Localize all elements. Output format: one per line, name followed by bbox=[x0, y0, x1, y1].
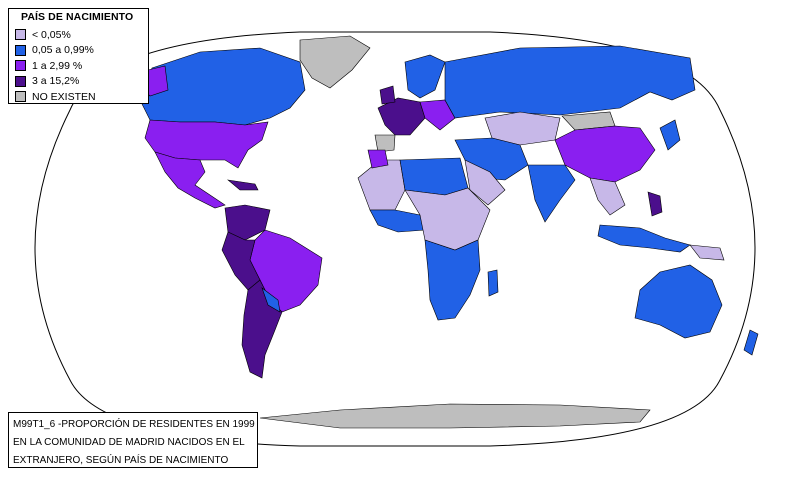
legend-swatch bbox=[15, 91, 26, 103]
legend-item: 1 a 2,99 % bbox=[15, 58, 148, 74]
map-caption: M99T1_6 -PROPORCIÓN DE RESIDENTES EN 199… bbox=[8, 412, 258, 468]
legend-label: NO EXISTEN bbox=[32, 90, 96, 103]
region-russia bbox=[444, 45, 696, 119]
region-madagascar bbox=[487, 269, 499, 297]
region-western-europe bbox=[377, 97, 426, 136]
legend-swatch bbox=[15, 60, 26, 72]
map-legend: PAÍS DE NACIMIENTO < 0,05% 0,05 a 0,99% … bbox=[8, 8, 149, 104]
region-japan-korea bbox=[659, 119, 681, 151]
legend-item: 0,05 a 0,99% bbox=[15, 43, 148, 59]
region-eastern-europe bbox=[419, 99, 456, 131]
legend-item: 3 a 15,2% bbox=[15, 74, 148, 90]
region-uruguay-paraguay bbox=[261, 287, 281, 313]
region-southeast-asia bbox=[589, 177, 626, 216]
caption-line: M99T1_6 -PROPORCIÓN DE RESIDENTES EN 199… bbox=[13, 419, 255, 430]
legend-swatch bbox=[15, 44, 26, 56]
region-greenland bbox=[299, 35, 371, 89]
region-antarctica bbox=[259, 403, 651, 429]
legend-label: 1 a 2,99 % bbox=[32, 59, 83, 72]
region-philippines bbox=[647, 191, 663, 217]
region-new-zealand bbox=[743, 329, 759, 356]
region-caribbean bbox=[226, 179, 259, 191]
legend-label: < 0,05% bbox=[32, 28, 71, 41]
caption-line: EXTRANJERO, SEGÚN PAÍS DE NACIMIENTO bbox=[13, 455, 229, 466]
region-north-africa-east bbox=[399, 157, 469, 196]
region-spain bbox=[374, 134, 396, 153]
region-southern-africa bbox=[424, 239, 481, 321]
region-china bbox=[554, 125, 656, 183]
region-indonesia bbox=[597, 224, 691, 253]
legend-item: < 0,05% bbox=[15, 27, 148, 43]
legend-label: 0,05 a 0,99% bbox=[32, 44, 94, 57]
region-mexico-central-america bbox=[154, 151, 226, 209]
legend-label: 3 a 15,2% bbox=[32, 75, 80, 88]
region-india bbox=[527, 164, 576, 223]
region-arabia bbox=[464, 159, 506, 206]
region-morocco bbox=[367, 149, 389, 169]
legend-item: NO EXISTEN bbox=[15, 89, 148, 105]
legend-swatch bbox=[15, 29, 26, 41]
caption-line: EN LA COMUNIDAD DE MADRID NACIDOS EN EL bbox=[13, 437, 245, 448]
region-new-guinea bbox=[689, 244, 725, 261]
region-scandinavia bbox=[404, 54, 446, 99]
legend-swatch bbox=[15, 75, 26, 87]
legend-title: PAÍS DE NACIMIENTO bbox=[21, 11, 134, 23]
region-uk-ireland bbox=[379, 85, 396, 105]
region-australia bbox=[634, 264, 723, 339]
